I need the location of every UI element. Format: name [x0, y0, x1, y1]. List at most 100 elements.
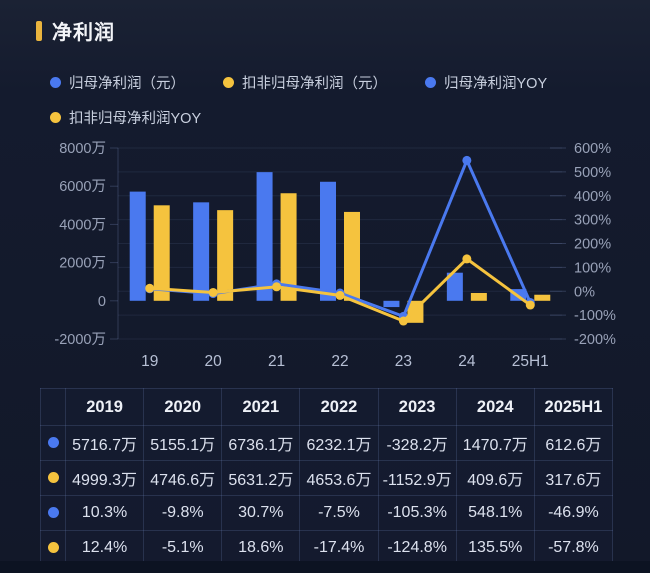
table-cell: 612.6万	[533, 425, 614, 461]
x-axis-tick-label: 22	[331, 353, 348, 370]
profit-chart: 8000万 6000万 4000万 2000万 0 -2000万 600% 500% 400% 3…	[54, 141, 616, 370]
table-cell: -1152.9万	[377, 460, 457, 496]
table-cell: -328.2万	[377, 425, 457, 461]
series-dot-icon	[47, 507, 59, 519]
page-title: 净利润	[52, 22, 115, 44]
footer-strip	[0, 561, 650, 573]
legend-item-2[interactable]: 归母净利润YOY	[425, 72, 547, 93]
legend-item-3[interactable]: 扣非归母净利润YOY	[50, 107, 201, 128]
table-cell: 135.5%	[455, 530, 535, 566]
bar-series-0	[129, 172, 527, 308]
profit-data-table: 2019 2020 2021 2022 2023 2024 2025H1 5716.7万 515…	[40, 388, 614, 566]
table-cell: 18.6%	[221, 530, 301, 566]
x-axis-tick-label: 20	[205, 353, 223, 370]
table-header-cell: 2022	[299, 388, 379, 426]
x-axis-tick-label: 24	[458, 353, 476, 370]
line-point	[208, 287, 218, 297]
table-cell: 30.7%	[221, 495, 301, 531]
x-axis-tick-label: 25H1	[512, 353, 549, 370]
table-cell: 409.6万	[455, 460, 535, 496]
series-dot-icon	[47, 472, 59, 484]
table-cell: -46.9%	[533, 495, 614, 531]
right-axis-tick-label: 200%	[574, 237, 611, 253]
table-cell: 5716.7万	[64, 425, 145, 461]
table-header-cell: 2021	[221, 388, 301, 426]
left-axis-tick-label: 8000万	[59, 141, 106, 157]
x-axis-tick-label: 21	[268, 353, 285, 370]
line-point	[398, 316, 408, 326]
table-cell: 10.3%	[64, 495, 145, 531]
table-header-cell: 2023	[377, 388, 457, 426]
table-row-2: 10.3% -9.8% 30.7% -7.5% -105.3% 548.1% -46.9%	[40, 495, 614, 531]
line-point	[525, 300, 535, 310]
table-cell: 4746.6万	[143, 460, 223, 496]
left-axis-tick-label: 2000万	[59, 256, 106, 272]
right-axis-tick-label: 0%	[574, 284, 595, 300]
right-axis-tick-label: 400%	[574, 189, 611, 205]
table-header-cell: 2025H1	[533, 388, 614, 426]
table-cell: -105.3%	[377, 495, 457, 531]
table-cell: 6736.1万	[221, 425, 301, 461]
right-axis-tick-label: 500%	[574, 165, 611, 181]
bar	[193, 202, 210, 301]
table-header-row: 2019 2020 2021 2022 2023 2024 2025H1	[40, 388, 614, 426]
table-cell: 1470.7万	[455, 425, 535, 461]
bar-series-1	[153, 193, 551, 323]
table-header-cell: 2024	[455, 388, 535, 426]
table-cell: 5631.2万	[221, 460, 301, 496]
legend-item-1[interactable]: 扣非归母净利润（元）	[223, 72, 387, 93]
bar	[446, 272, 463, 301]
title-accent-bar	[36, 20, 42, 41]
line-series-1	[145, 254, 535, 326]
bar	[280, 193, 297, 301]
legend-dot-icon	[50, 112, 61, 123]
table-cell: 548.1%	[455, 495, 535, 531]
legend-dot-icon	[425, 77, 436, 88]
left-axis-tick-label: -2000万	[54, 332, 106, 348]
table-row-0: 5716.7万 5155.1万 6736.1万 6232.1万 -328.2万 1470.…	[40, 425, 614, 461]
table-cell: 5155.1万	[143, 425, 223, 461]
bar	[534, 294, 551, 301]
table-cell: -7.5%	[299, 495, 379, 531]
series-dot-cell	[40, 495, 66, 531]
left-axis-tick-label: 0	[98, 294, 106, 310]
line-point	[462, 155, 472, 165]
table-cell: -5.1%	[143, 530, 223, 566]
series-dot-icon	[47, 437, 59, 449]
line-point	[145, 283, 155, 293]
line-point	[335, 290, 345, 300]
table-cell: -57.8%	[533, 530, 614, 566]
table-header-cell: 2019	[64, 388, 145, 426]
right-axis-tick-label: 100%	[574, 260, 611, 276]
series-dot-icon	[47, 542, 59, 554]
legend-label: 归母净利润YOY	[444, 76, 548, 92]
table-cell: 12.4%	[64, 530, 145, 566]
bar	[256, 172, 273, 301]
x-axis-tick-label: 19	[141, 353, 158, 370]
table-cell: 6232.1万	[299, 425, 379, 461]
left-axis-tick-label: 4000万	[59, 217, 106, 233]
right-axis-tick-label: 600%	[574, 141, 611, 157]
bar	[217, 210, 234, 301]
legend-dot-icon	[223, 77, 234, 88]
legend-dot-icon	[50, 77, 61, 88]
bar	[153, 205, 170, 301]
line-point	[272, 282, 282, 292]
series-dot-cell	[40, 530, 66, 566]
table-cell: 4999.3万	[64, 460, 145, 496]
series-dot-cell	[40, 425, 66, 461]
series-dot-cell	[40, 460, 66, 496]
bar	[320, 181, 336, 301]
table-cell: -124.8%	[377, 530, 457, 566]
legend-item-0[interactable]: 归母净利润（元）	[50, 72, 185, 93]
table-cell: 317.6万	[533, 460, 614, 496]
legend-label: 扣非归母净利润（元）	[242, 76, 387, 92]
left-axis-tick-label: 6000万	[59, 179, 106, 195]
bar	[383, 300, 400, 308]
axis-labels: 8000万 6000万 4000万 2000万 0 -2000万 600% 500% 400% 3…	[54, 141, 616, 370]
table-cell: 4653.6万	[299, 460, 379, 496]
table-row-3: 12.4% -5.1% 18.6% -17.4% -124.8% 135.5% -57.8%	[40, 530, 614, 566]
grid-lines	[118, 147, 566, 340]
chart-legend: 归母净利润（元） 扣非归母净利润（元） 归母净利润YOY 扣非归母净利润YOY	[50, 72, 625, 128]
